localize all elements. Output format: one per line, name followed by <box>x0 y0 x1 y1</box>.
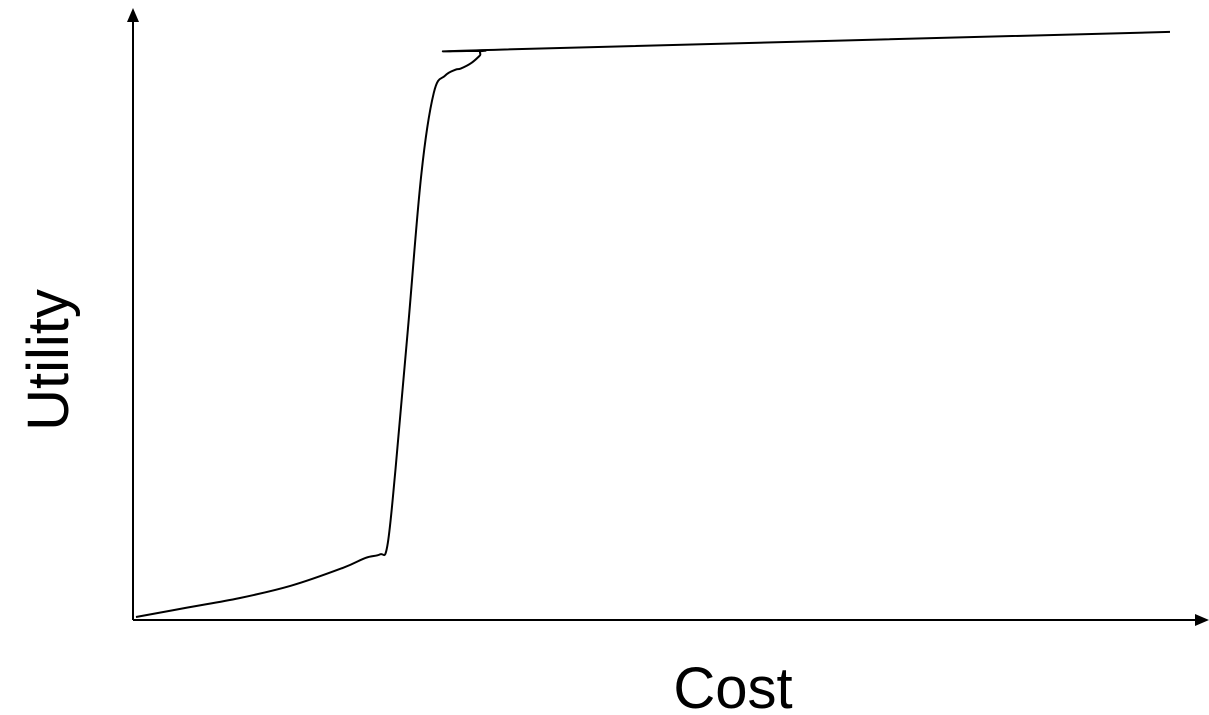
x-axis-label: Cost <box>673 656 792 715</box>
x-axis-arrow-icon <box>1195 614 1209 626</box>
y-axis-arrow-icon <box>127 8 139 22</box>
y-axis-label: Utility <box>16 289 81 431</box>
series-line <box>135 30 1171 618</box>
